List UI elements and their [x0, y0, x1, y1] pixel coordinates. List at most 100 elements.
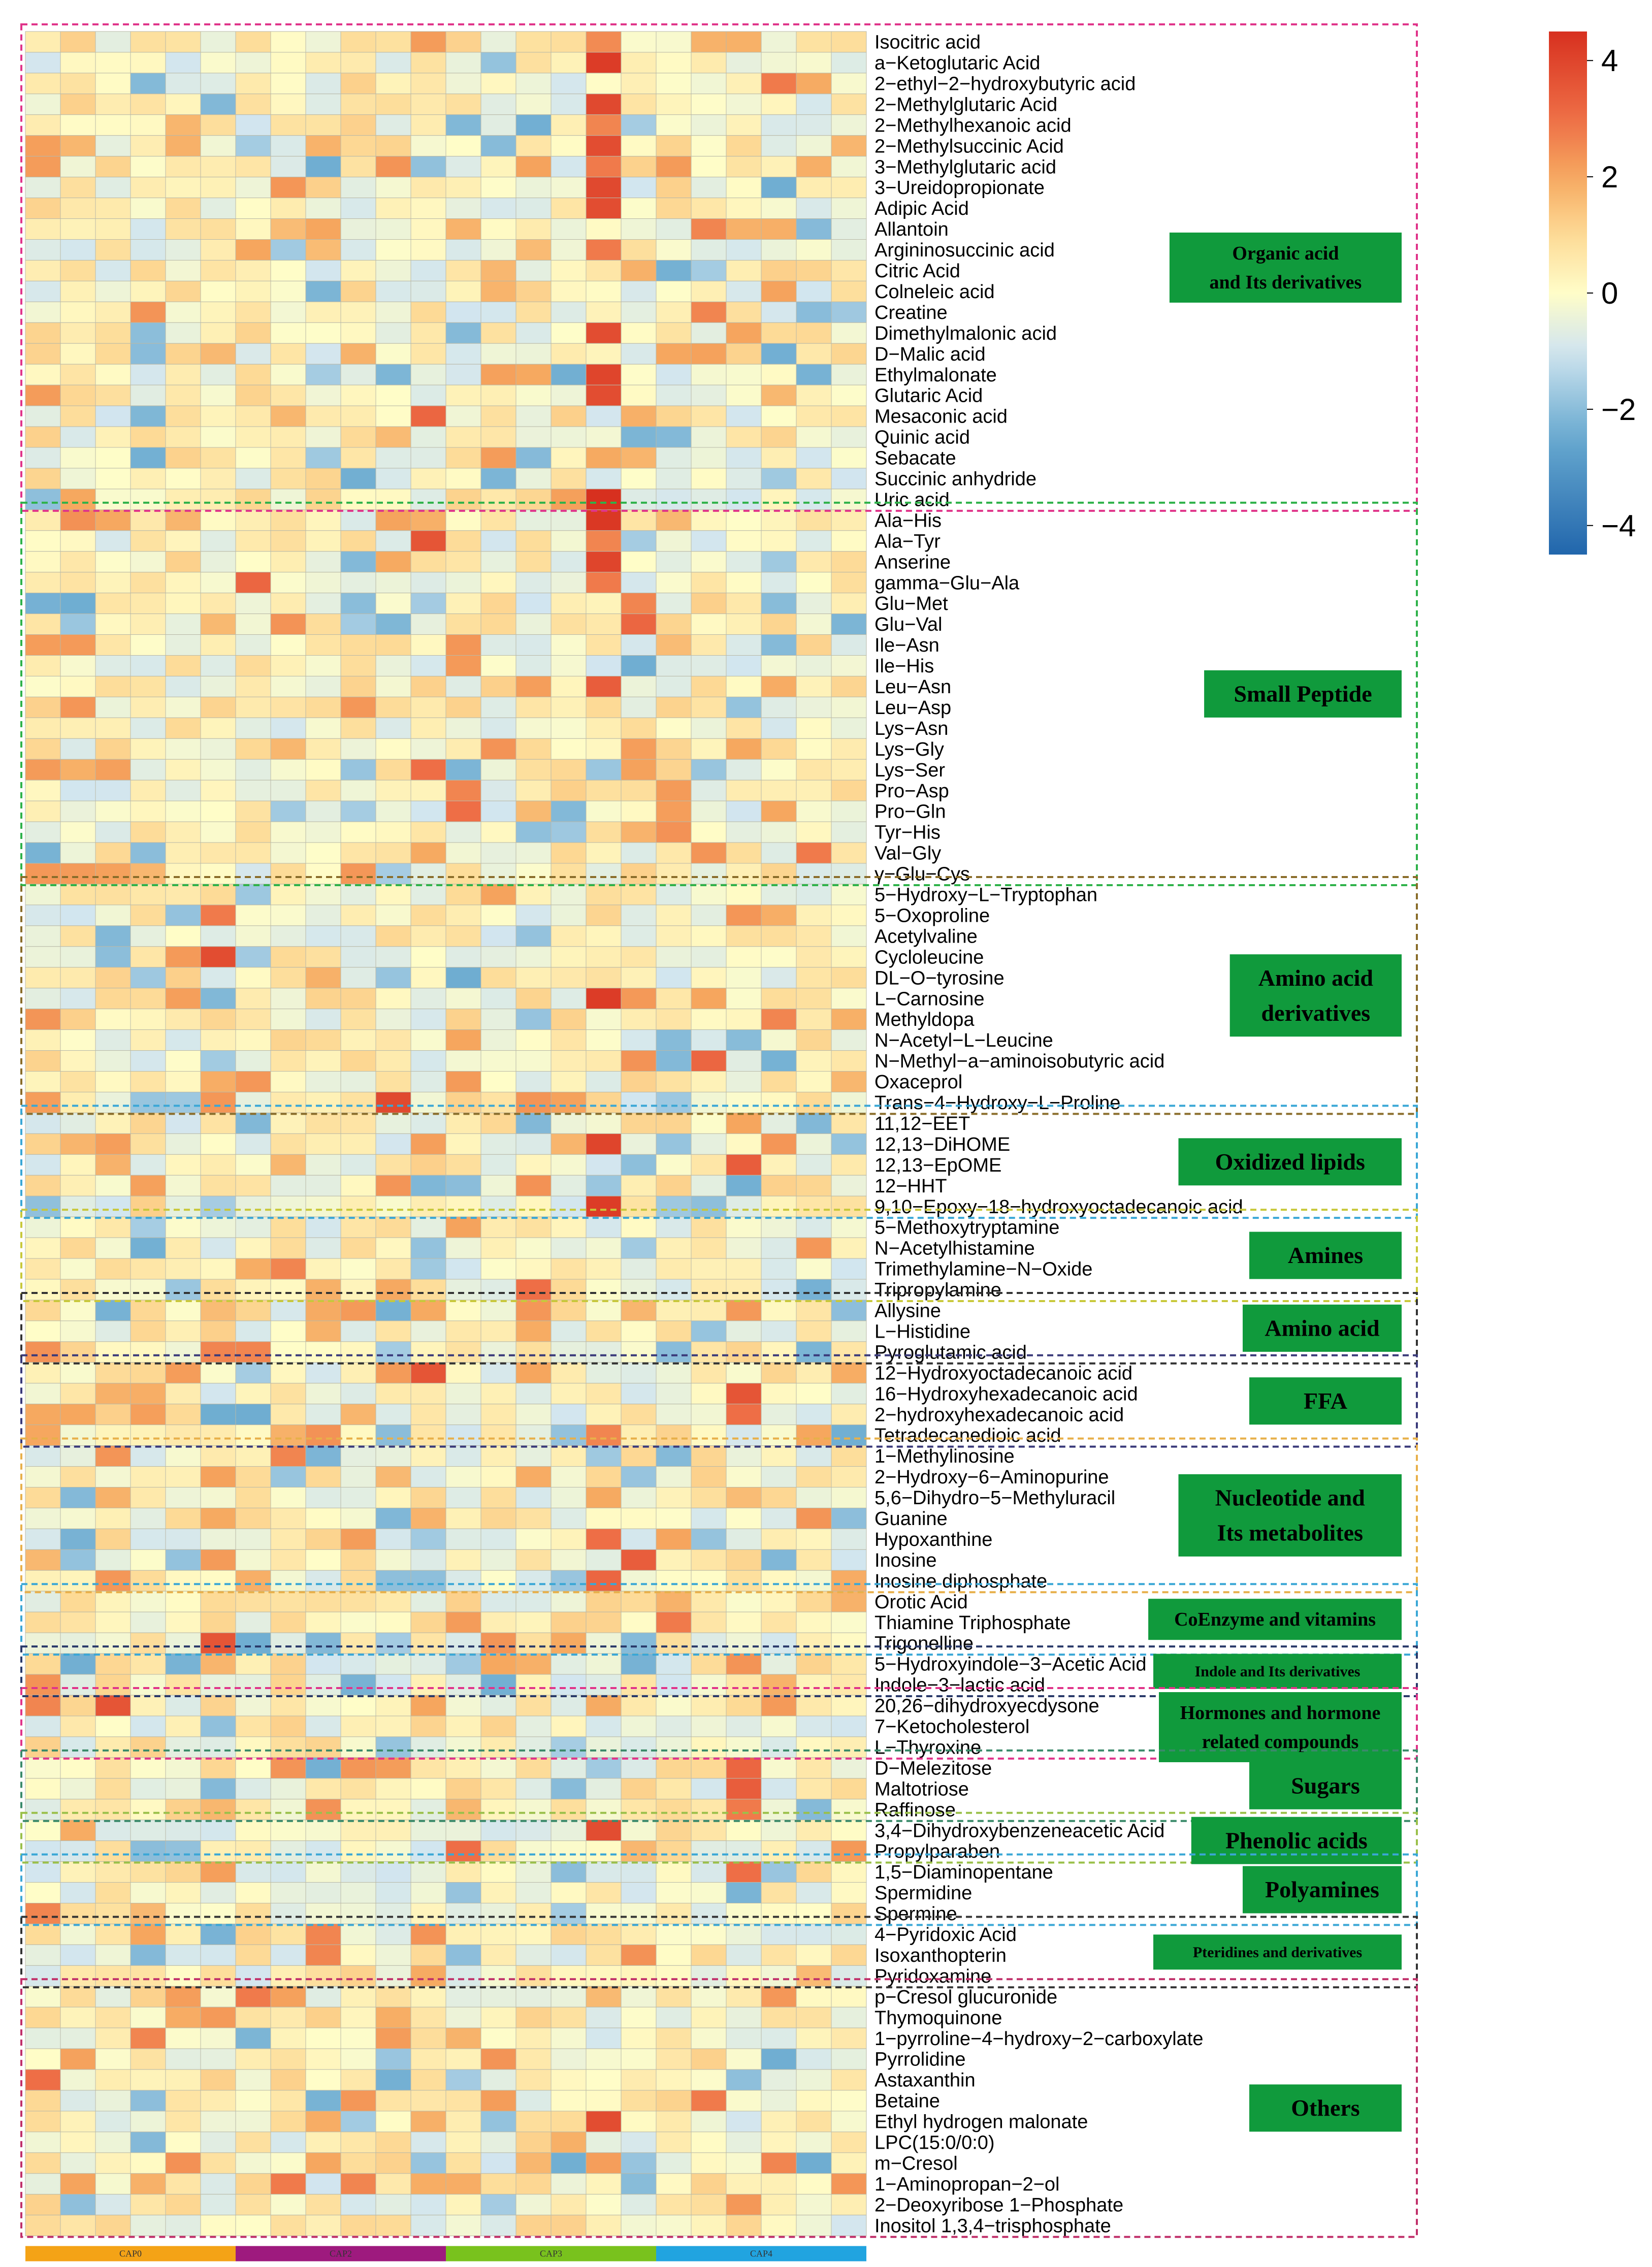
category-label: Polyamines	[1265, 1876, 1379, 1902]
heatmap-cell	[550, 426, 587, 448]
heatmap-cell	[656, 73, 692, 94]
heatmap-cell	[270, 1383, 306, 1405]
heatmap-cell	[656, 1133, 692, 1155]
heatmap-cell	[235, 1258, 271, 1280]
heatmap-cell	[515, 2111, 552, 2132]
heatmap-cell	[130, 384, 166, 406]
heatmap-cell	[130, 1216, 166, 1238]
heatmap-cell	[25, 1528, 61, 1550]
heatmap-cell	[831, 1133, 867, 1155]
heatmap-cell	[410, 322, 446, 344]
heatmap-cell	[691, 842, 727, 864]
heatmap-cell	[200, 2069, 236, 2091]
heatmap-cell	[130, 1424, 166, 1446]
heatmap-cell	[796, 593, 832, 614]
heatmap-cell	[235, 1757, 271, 1779]
heatmap-cell	[480, 2090, 516, 2112]
heatmap-cell	[60, 800, 96, 822]
heatmap-cell	[25, 364, 61, 385]
heatmap-cell	[410, 717, 446, 739]
heatmap-cell	[796, 1175, 832, 1196]
heatmap-cell	[200, 2027, 236, 2049]
heatmap-cell	[130, 1674, 166, 1696]
heatmap-cell	[235, 863, 271, 885]
heatmap-cell	[375, 198, 411, 219]
heatmap-cell	[130, 1715, 166, 1737]
heatmap-cell	[270, 218, 306, 240]
heatmap-cell	[375, 52, 411, 74]
heatmap-cell	[480, 489, 516, 510]
row-label: Lys−Ser	[874, 760, 945, 781]
heatmap-cell	[60, 2173, 96, 2195]
heatmap-cell	[60, 31, 96, 53]
heatmap-cell	[726, 2173, 762, 2195]
heatmap-cell	[270, 1216, 306, 1238]
heatmap-cell	[480, 218, 516, 240]
heatmap-cell	[621, 884, 657, 905]
heatmap-cell	[60, 1404, 96, 1426]
heatmap-cell	[305, 198, 341, 219]
heatmap-cell	[375, 696, 411, 718]
heatmap-cell	[235, 925, 271, 947]
heatmap-cell	[445, 1258, 481, 1280]
heatmap-cell	[130, 863, 166, 885]
heatmap-cell	[726, 946, 762, 968]
heatmap-cell	[761, 239, 797, 261]
row-label: Hypoxanthine	[874, 1529, 992, 1550]
heatmap-cell	[831, 1903, 867, 1924]
heatmap-cell	[340, 1175, 376, 1196]
heatmap-cell	[691, 1195, 727, 1217]
heatmap-cell	[130, 2111, 166, 2132]
heatmap-cell	[130, 1903, 166, 1924]
heatmap-cell	[340, 2131, 376, 2153]
heatmap-cell	[621, 2173, 657, 2195]
heatmap-cell	[410, 239, 446, 261]
heatmap-cell	[726, 322, 762, 344]
heatmap-cell	[726, 426, 762, 448]
heatmap-cell	[25, 198, 61, 219]
heatmap-cell	[761, 696, 797, 718]
heatmap-cell	[831, 2194, 867, 2216]
heatmap-cell	[270, 1071, 306, 1092]
heatmap-cell	[726, 1549, 762, 1571]
heatmap-cell	[130, 468, 166, 490]
heatmap-cell	[25, 239, 61, 261]
heatmap-cell	[656, 2152, 692, 2174]
heatmap-cell	[831, 447, 867, 469]
heatmap-cell	[130, 842, 166, 864]
row-label: Leu−Asp	[874, 697, 951, 719]
row-label: Methyldopa	[874, 1009, 975, 1030]
heatmap-cell	[95, 2027, 131, 2049]
heatmap-cell	[550, 1861, 587, 1883]
heatmap-cell	[305, 364, 341, 385]
heatmap-cell	[270, 509, 306, 531]
heatmap-cell	[550, 198, 587, 219]
heatmap-cell	[410, 1258, 446, 1280]
heatmap-cell	[200, 1404, 236, 1426]
row-label: N−Methyl−a−aminoisobutyric acid	[874, 1051, 1164, 1072]
heatmap-cell	[60, 1383, 96, 1405]
heatmap-cell	[586, 1216, 622, 1238]
category-label-box	[1153, 1934, 1402, 1970]
heatmap-cell	[340, 1799, 376, 1821]
heatmap-cell	[550, 759, 587, 781]
heatmap-cell	[410, 52, 446, 74]
category-box	[20, 1645, 1418, 1698]
heatmap-cell	[305, 613, 341, 635]
heatmap-cell	[305, 1591, 341, 1612]
heatmap-cell	[445, 260, 481, 281]
heatmap-cell	[130, 551, 166, 573]
heatmap-cell	[831, 842, 867, 864]
heatmap-cell	[60, 260, 96, 281]
heatmap-cell	[761, 1424, 797, 1446]
heatmap-cell	[796, 52, 832, 74]
heatmap-cell	[445, 1944, 481, 1966]
heatmap-cell	[130, 135, 166, 157]
heatmap-cell	[550, 2006, 587, 2028]
heatmap-cell	[95, 1154, 131, 1176]
heatmap-cell	[235, 1009, 271, 1030]
heatmap-cell	[550, 114, 587, 136]
heatmap-cell	[445, 1507, 481, 1529]
row-label: D−Malic acid	[874, 344, 986, 365]
heatmap-cell	[410, 135, 446, 157]
